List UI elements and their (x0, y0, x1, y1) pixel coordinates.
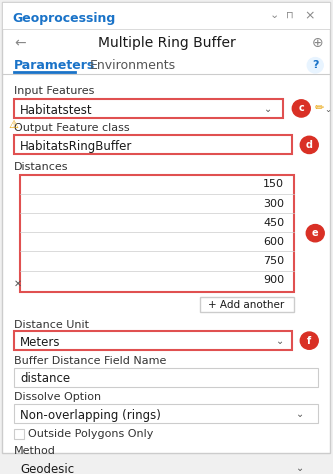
Text: ✏: ✏ (314, 103, 324, 113)
Text: c: c (298, 103, 304, 113)
Text: 450: 450 (263, 218, 284, 228)
Text: ←: ← (14, 36, 26, 50)
FancyBboxPatch shape (199, 297, 294, 312)
Text: Meters: Meters (20, 336, 61, 349)
Text: ⌄: ⌄ (296, 409, 304, 419)
Circle shape (292, 100, 310, 117)
Text: Geodesic: Geodesic (20, 463, 74, 474)
Text: d: d (306, 140, 313, 150)
Text: ⌄: ⌄ (269, 9, 279, 19)
FancyBboxPatch shape (14, 331, 292, 350)
Text: 750: 750 (263, 256, 284, 266)
Text: Buffer Distance Field Name: Buffer Distance Field Name (14, 356, 166, 366)
Text: ⌄: ⌄ (296, 463, 304, 473)
Text: ⌄: ⌄ (324, 105, 331, 114)
Text: Distances: Distances (14, 162, 69, 172)
FancyBboxPatch shape (20, 174, 294, 292)
FancyBboxPatch shape (14, 404, 318, 423)
Text: e: e (312, 228, 319, 238)
Text: ×: × (304, 9, 315, 23)
Text: Non-overlapping (rings): Non-overlapping (rings) (20, 409, 161, 422)
Text: ⌄: ⌄ (276, 336, 284, 346)
Text: ?: ? (312, 60, 318, 70)
Text: Environments: Environments (90, 60, 176, 73)
Text: HabitatsRingBuffer: HabitatsRingBuffer (20, 140, 132, 153)
Text: Input Features: Input Features (14, 86, 94, 96)
FancyBboxPatch shape (14, 99, 283, 118)
Text: Parameters: Parameters (14, 60, 95, 73)
FancyBboxPatch shape (2, 2, 330, 29)
Text: ⚠: ⚠ (8, 120, 18, 130)
Text: Outside Polygons Only: Outside Polygons Only (28, 429, 153, 439)
Text: 600: 600 (263, 237, 284, 247)
FancyBboxPatch shape (14, 367, 318, 387)
Text: Method: Method (14, 446, 56, 456)
Text: Multiple Ring Buffer: Multiple Ring Buffer (98, 36, 235, 50)
Circle shape (300, 332, 318, 349)
Text: + Add another: + Add another (208, 301, 284, 310)
Text: ✕: ✕ (14, 278, 22, 288)
Text: Habitatstest: Habitatstest (20, 104, 93, 117)
Text: Output Feature class: Output Feature class (14, 123, 130, 133)
Text: Dissolve Option: Dissolve Option (14, 392, 101, 402)
FancyBboxPatch shape (2, 2, 330, 453)
Text: distance: distance (20, 372, 70, 385)
FancyBboxPatch shape (14, 429, 24, 438)
FancyBboxPatch shape (14, 135, 292, 155)
Circle shape (307, 57, 323, 73)
Text: f: f (307, 336, 311, 346)
Text: ⊓: ⊓ (286, 9, 294, 19)
FancyBboxPatch shape (14, 458, 318, 474)
Text: ⌄: ⌄ (264, 104, 272, 114)
Circle shape (306, 225, 324, 242)
Circle shape (300, 136, 318, 154)
Text: 300: 300 (263, 199, 284, 209)
Text: Geoprocessing: Geoprocessing (12, 11, 115, 25)
Text: 900: 900 (263, 275, 284, 285)
Text: 150: 150 (263, 180, 284, 190)
Text: Distance Unit: Distance Unit (14, 319, 89, 329)
Text: ⊕: ⊕ (311, 36, 323, 50)
